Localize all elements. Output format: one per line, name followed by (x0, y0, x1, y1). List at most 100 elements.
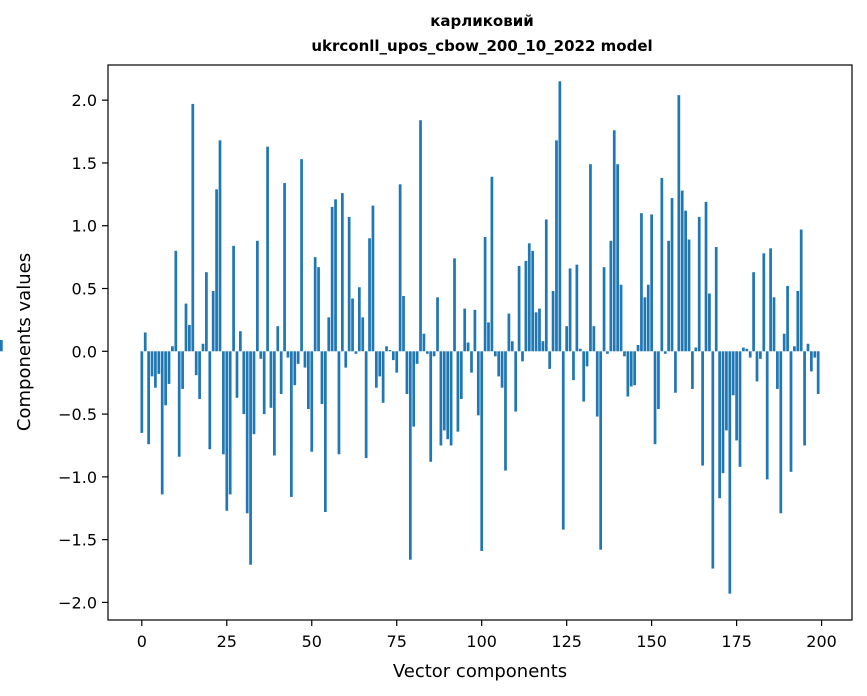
y-tick-label: −2.0 (58, 593, 97, 612)
bar-37 (266, 146, 269, 352)
bar-68 (371, 205, 375, 352)
bar-157 (674, 351, 677, 393)
chart-title: карликовий (430, 12, 534, 30)
bar-154 (663, 351, 667, 354)
bar-168 (711, 351, 715, 569)
bar-129 (578, 348, 582, 352)
bar-15 (191, 103, 195, 352)
bar-101 (483, 237, 487, 352)
bar-13 (184, 303, 188, 352)
bar-152 (657, 351, 660, 410)
bar-58 (337, 351, 341, 455)
bar-84 (425, 351, 429, 354)
bar-52 (317, 267, 320, 352)
bar-29 (239, 331, 242, 352)
y-tick-label: 1.5 (72, 154, 97, 173)
bar-73 (388, 350, 392, 352)
bar-124 (561, 351, 565, 530)
bar-35 (259, 351, 263, 359)
bar-135 (599, 351, 603, 550)
bar-10 (174, 250, 178, 352)
bar-140 (616, 164, 620, 352)
bar-166 (704, 201, 708, 352)
x-tick-label: 25 (217, 632, 237, 651)
bar-1 (143, 332, 147, 352)
bar-92 (453, 258, 456, 352)
bar-45 (293, 351, 297, 386)
bar-67 (368, 238, 371, 352)
bar-24 (222, 351, 225, 455)
bar-33 (252, 351, 256, 435)
bar-107 (504, 351, 507, 471)
bar-114 (527, 243, 531, 352)
bar-91 (449, 351, 453, 446)
bar-75 (395, 351, 399, 373)
bar-175 (735, 351, 738, 441)
bar-70 (378, 351, 382, 377)
bar-82 (419, 120, 422, 352)
bar-64 (357, 287, 361, 352)
bar-197 (810, 351, 813, 372)
bar-161 (687, 239, 691, 352)
bar-50 (310, 351, 314, 452)
bar-34 (256, 240, 259, 352)
bar-127 (572, 351, 575, 381)
bar-17 (198, 351, 201, 399)
bar-128 (575, 264, 579, 352)
bar-65 (361, 317, 365, 352)
bar-144 (629, 351, 633, 387)
bar-42 (283, 183, 286, 352)
bar-117 (538, 308, 541, 352)
bar-194 (799, 229, 803, 352)
bar-170 (718, 351, 721, 499)
bar-57 (334, 199, 337, 352)
bar-164 (697, 216, 701, 352)
bar-56 (330, 206, 334, 352)
bar-177 (742, 347, 745, 352)
bar-116 (534, 312, 538, 352)
bar-138 (609, 240, 613, 352)
bar-94 (459, 351, 463, 399)
bar-54 (323, 351, 327, 513)
x-tick-label: 100 (466, 632, 497, 651)
bar-119 (544, 219, 548, 352)
bar-187 (776, 351, 779, 389)
bar-87 (436, 297, 439, 352)
y-axis-ticks: −2.0 −1.5 −1.0 −0.5 0.0 0.5 1.0 1.5 2.0 (58, 91, 108, 612)
bar-89 (442, 351, 446, 431)
bar-184 (765, 351, 769, 480)
bar-180 (752, 272, 755, 352)
bar-118 (541, 341, 545, 352)
x-tick-label: 150 (636, 632, 667, 651)
bar-167 (708, 293, 711, 352)
bar-115 (531, 250, 535, 352)
bar-126 (568, 268, 572, 352)
bar-155 (667, 240, 670, 352)
bar-71 (381, 351, 385, 403)
bar-181 (755, 351, 759, 382)
chart-subtitle: ukrconll_upos_cbow_200_10_2022 model (311, 37, 652, 55)
x-tick-label: 50 (302, 632, 322, 651)
x-tick-label: 0 (137, 632, 147, 651)
bar-137 (606, 351, 609, 354)
bar-182 (759, 351, 762, 359)
bar-55 (327, 317, 331, 352)
bar-130 (582, 351, 586, 402)
y-tick-label: −1.0 (58, 468, 97, 487)
x-tick-label: 200 (806, 632, 837, 651)
x-tick-label: 75 (387, 632, 407, 651)
bar-120 (548, 351, 552, 369)
bar-151 (653, 351, 657, 445)
bar-76 (398, 184, 402, 352)
x-axis-ticks: 0 25 50 75 100 125 150 175 200 (137, 620, 837, 651)
bar-69 (374, 351, 378, 388)
bar-41 (279, 351, 283, 394)
bar-122 (555, 140, 558, 352)
bar-185 (769, 248, 772, 352)
bar-195 (803, 351, 806, 446)
bar-111 (517, 265, 521, 352)
bar-12 (181, 351, 184, 389)
bar-123 (558, 81, 562, 352)
bar-3 (150, 351, 154, 377)
bar-39 (273, 351, 276, 456)
